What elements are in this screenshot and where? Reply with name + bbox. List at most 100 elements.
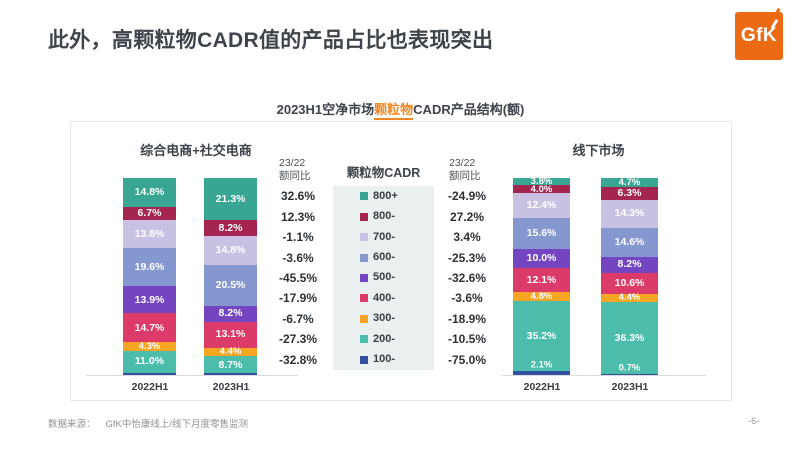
bar-segment: 19.6% bbox=[123, 247, 176, 287]
legend-item: 500- bbox=[333, 272, 434, 283]
legend-item: 300- bbox=[333, 313, 434, 324]
page-title: 此外，高颗粒物CADR值的产品占比也表现突出 bbox=[48, 29, 494, 52]
legend-swatch bbox=[360, 294, 368, 303]
page-number: -6- bbox=[748, 416, 760, 427]
x-axis-label: 2022H1 bbox=[131, 381, 169, 393]
bar-segment: 8.2% bbox=[601, 256, 658, 273]
chart-title-highlight: 颗粒物 bbox=[374, 102, 414, 120]
bar-segment-label: 0.7% bbox=[618, 362, 641, 374]
legend-panel: 800+ 800- 700- 600- 500- 400- 300- 200- 100- bbox=[333, 186, 434, 370]
bar-segment: 35.2% bbox=[513, 301, 570, 371]
bar-segment: 20.5% bbox=[204, 265, 257, 306]
legend-item-label: 300- bbox=[373, 312, 396, 325]
bar-segment-label: 13.8% bbox=[134, 227, 165, 240]
yoy-value: 27.2% bbox=[449, 209, 485, 224]
bar-segment-label: 14.7% bbox=[134, 321, 165, 334]
yoy-header-line2: 额同比 bbox=[279, 170, 311, 182]
bar-segment-label: 15.6% bbox=[526, 226, 557, 239]
bar-segment-label: 20.5% bbox=[215, 279, 246, 292]
legend-swatch bbox=[360, 212, 368, 221]
bar-segment: 4.4% bbox=[601, 292, 658, 304]
yoy-value: -45.5% bbox=[278, 270, 318, 285]
legend-swatch bbox=[360, 192, 368, 201]
stacked-bar-ecommerce-2023H1: 21.3% 8.2% 14.8% 20.5% 8.2% 13.1% 4.4% 8.7% bbox=[204, 178, 257, 375]
yoy-value: -3.6% bbox=[451, 291, 483, 306]
bar-segment: 21.3% bbox=[204, 178, 257, 220]
bar-segment: 11.0% bbox=[123, 350, 176, 373]
x-axis-label: 2022H1 bbox=[523, 381, 561, 393]
yoy-header-line1: 23/22 bbox=[449, 157, 476, 169]
bar-segment-label: 19.6% bbox=[134, 260, 165, 273]
legend-swatch bbox=[360, 314, 368, 323]
yoy-column-offline: -24.9% 27.2% 3.4% -25.3% -32.6% -3.6% -18.9% -1… bbox=[437, 186, 497, 370]
x-axis-line-offline bbox=[501, 375, 706, 376]
bar-segment-label: 14.3% bbox=[614, 207, 645, 220]
bar-segment-label: 4.0% bbox=[530, 183, 553, 195]
legend-item: 700- bbox=[333, 231, 434, 243]
bar-segment-label: 35.2% bbox=[526, 329, 557, 342]
bar-segment-label: 21.3% bbox=[215, 192, 246, 205]
yoy-column-ecommerce: 32.6% 12.3% -1.1% -3.6% -45.5% -17.9% -6.7% -27… bbox=[268, 186, 328, 370]
bar-segment bbox=[123, 372, 176, 375]
x-axis-label: 2023H1 bbox=[212, 381, 250, 393]
legend-item-label: 800- bbox=[373, 210, 396, 223]
yoy-value: -6.7% bbox=[282, 311, 314, 326]
bar-segment: 8.2% bbox=[204, 219, 257, 237]
bar-segment: 4.8% bbox=[513, 292, 570, 302]
bar-segment: 14.8% bbox=[204, 236, 257, 266]
yoy-column-header: 23/22 额同比 bbox=[449, 157, 481, 183]
x-axis-label: 2023H1 bbox=[611, 381, 649, 393]
yoy-value: -75.0% bbox=[447, 352, 487, 367]
bar-segment-label: 4.4% bbox=[618, 292, 641, 304]
bar-segment: 13.8% bbox=[123, 220, 176, 248]
bar-segment: 0.7% bbox=[601, 363, 658, 375]
bar-segment-label: 8.7% bbox=[218, 358, 243, 371]
yoy-value: 3.4% bbox=[453, 230, 481, 245]
bar-segment-label: 12.1% bbox=[526, 273, 557, 286]
gfk-logo-text: GfK bbox=[740, 25, 778, 46]
yoy-header-line1: 23/22 bbox=[279, 157, 306, 169]
bar-segment-label: 8.2% bbox=[617, 258, 642, 271]
bar-segment-label: 8.2% bbox=[218, 221, 243, 234]
yoy-value: -27.3% bbox=[278, 332, 318, 347]
bar-segment-label: 12.4% bbox=[526, 199, 557, 212]
bar-segment-label: 8.2% bbox=[218, 307, 243, 320]
bar-segment: 8.7% bbox=[204, 356, 257, 374]
legend-item-label: 500- bbox=[373, 271, 396, 284]
bar-segment-label: 10.6% bbox=[614, 276, 645, 289]
logo-accent-outer-icon bbox=[773, 7, 780, 16]
chart-title-prefix: 2023H1空净市场 bbox=[276, 102, 375, 117]
bar-segment: 2.1% bbox=[513, 360, 570, 375]
bar-segment: 6.3% bbox=[601, 187, 658, 200]
bar-segment-label: 4.3% bbox=[138, 340, 161, 352]
legend-title: 颗粒物CADR bbox=[346, 166, 421, 180]
bar-segment-label: 14.6% bbox=[614, 235, 645, 248]
yoy-value: 32.6% bbox=[280, 189, 316, 204]
legend-swatch bbox=[360, 355, 368, 364]
bar-segment-label: 14.8% bbox=[134, 186, 165, 199]
legend-swatch bbox=[360, 335, 368, 344]
gfk-logo: GfK bbox=[735, 7, 783, 60]
bar-segment: 15.6% bbox=[513, 217, 570, 249]
bar-segment: 4.3% bbox=[123, 340, 176, 352]
legend-item-label: 100- bbox=[373, 353, 396, 366]
yoy-value: -1.1% bbox=[282, 230, 314, 245]
bar-segment bbox=[204, 373, 257, 375]
bar-segment-label: 13.9% bbox=[134, 293, 165, 306]
data-source-label: 数据来源： bbox=[48, 419, 96, 430]
bar-segment: 13.9% bbox=[123, 286, 176, 314]
bar-segment-label: 14.8% bbox=[215, 244, 246, 257]
bar-segment: 4.7% bbox=[601, 178, 658, 188]
legend-item-label: 400- bbox=[373, 291, 396, 304]
legend-item-label: 600- bbox=[373, 251, 396, 264]
bar-segment: 12.1% bbox=[513, 268, 570, 293]
yoy-value: 12.3% bbox=[280, 209, 316, 224]
bar-segment-label: 13.1% bbox=[215, 328, 246, 341]
legend-item-label: 800+ bbox=[373, 189, 398, 202]
bar-segment: 6.7% bbox=[123, 207, 176, 221]
bar-segment-label: 6.7% bbox=[137, 207, 162, 220]
bar-segment-label: 4.4% bbox=[219, 346, 242, 358]
chart-group-title-ecommerce: 综合电商+社交电商 bbox=[140, 143, 252, 158]
yoy-header-line2: 额同比 bbox=[449, 170, 481, 182]
